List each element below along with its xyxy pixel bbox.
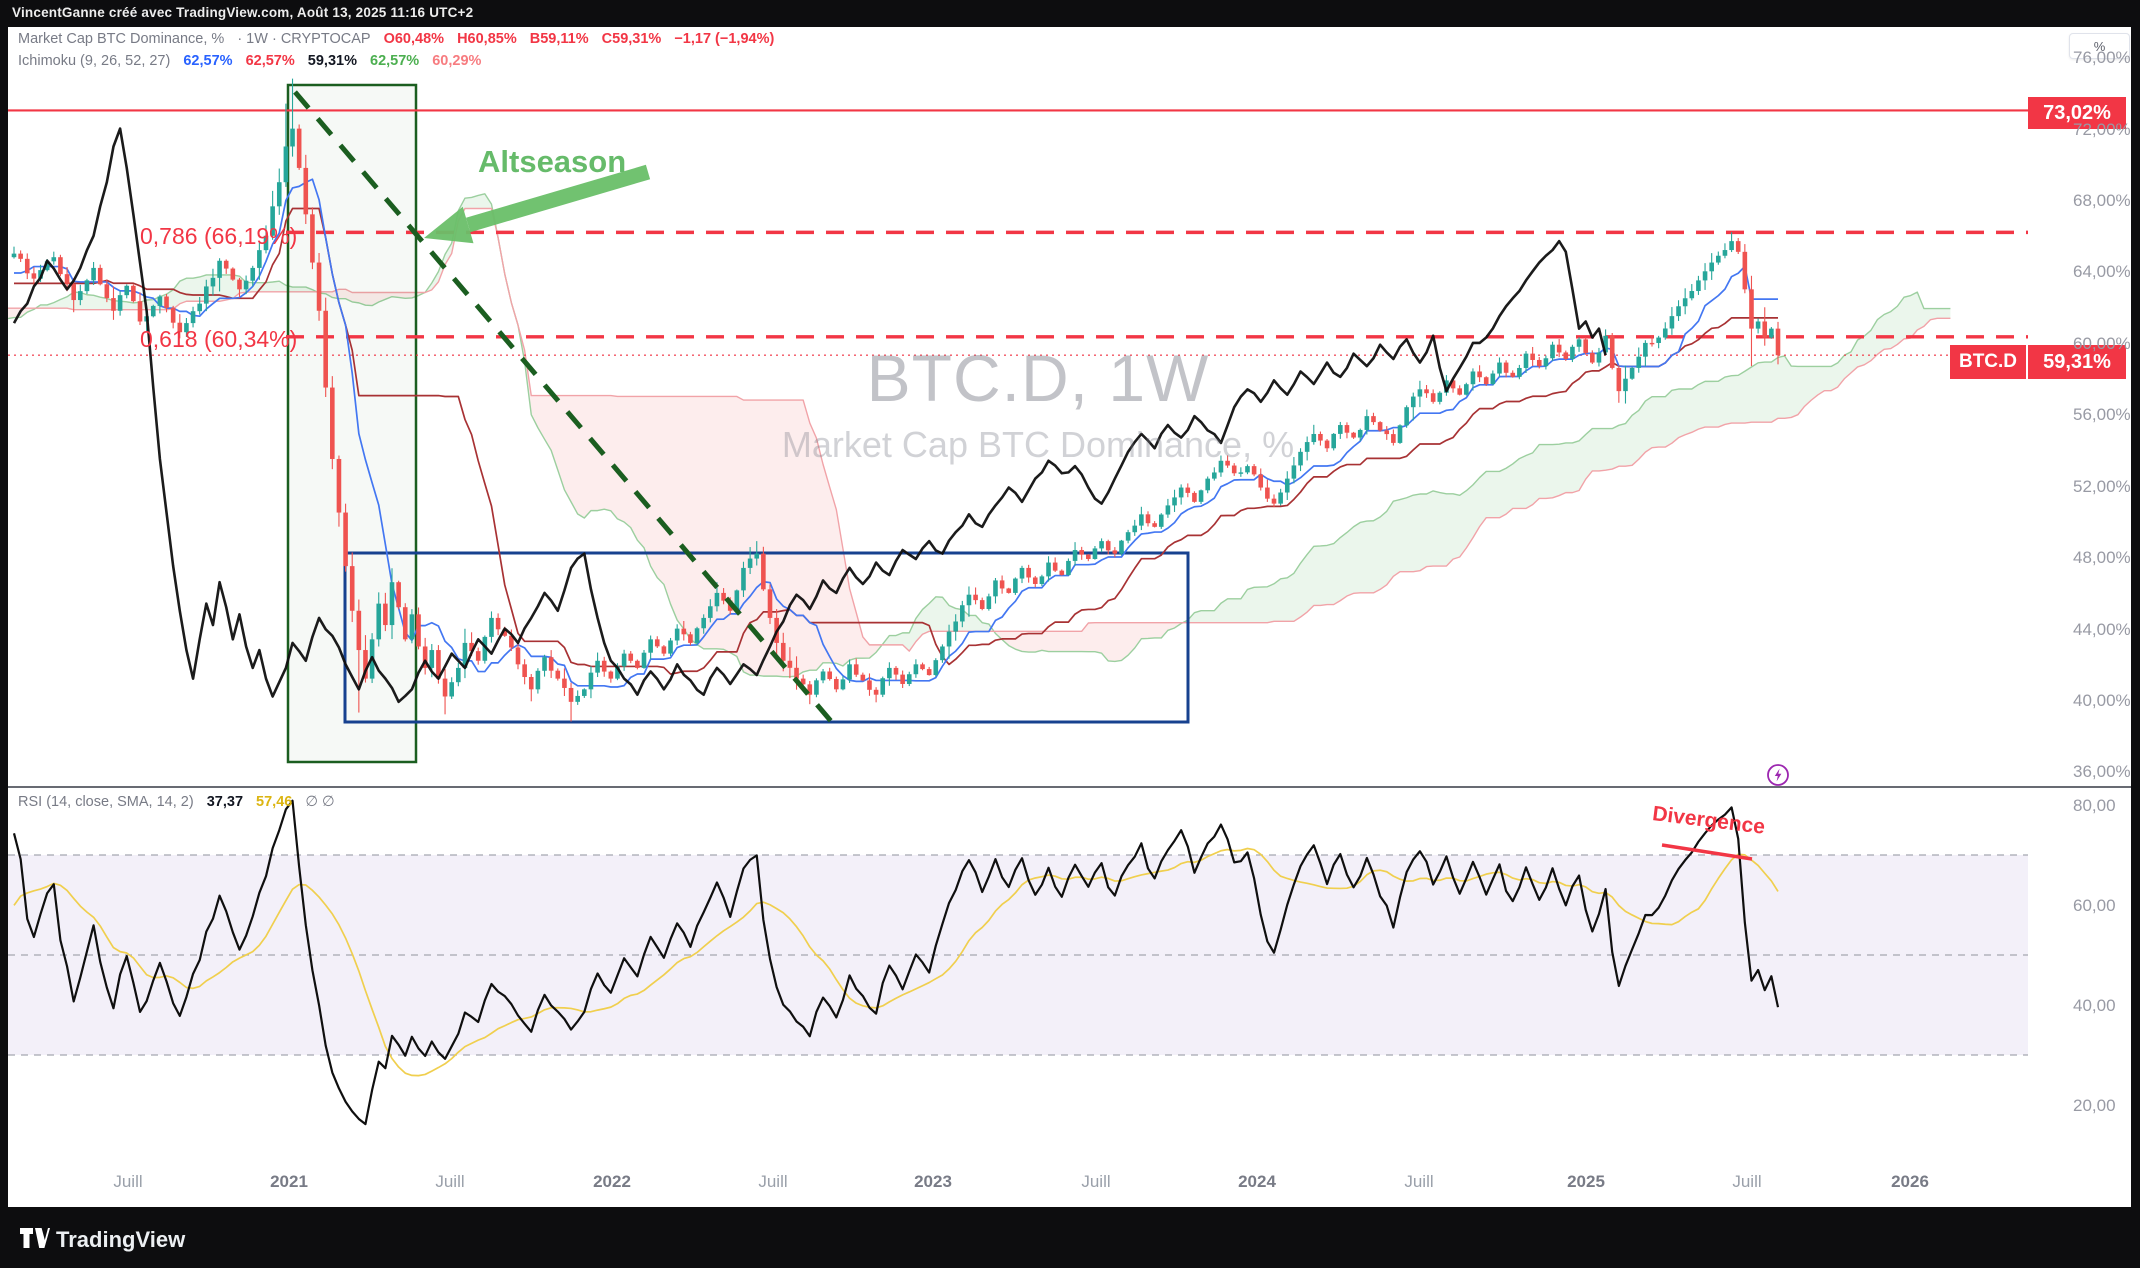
time-tick: 2025	[1567, 1172, 1605, 1191]
symbol-meta: · 1W · CRYPTOCAP	[237, 31, 371, 47]
rsi-sma-value: 57,46	[256, 794, 293, 810]
rsi-legend-row[interactable]: RSI (14, close, SMA, 14, 2) 37,37 57,46 …	[18, 794, 344, 810]
price-tick: 44,00%	[2073, 619, 2131, 639]
footer-bar: TradingView	[0, 1207, 2140, 1268]
lightning-icon[interactable]	[1766, 763, 1790, 787]
altseason-annotation[interactable]: Altseason	[478, 144, 627, 179]
time-tick: 2024	[1238, 1172, 1276, 1191]
resistance-price-value: 73,02%	[2043, 101, 2111, 124]
attribution-bar: VincentGanne créé avec TradingView.com, …	[0, 0, 2140, 27]
ohlc-high: H60,85%	[457, 31, 517, 47]
price-tick: 48,00%	[2073, 548, 2131, 568]
time-tick: 2022	[593, 1172, 631, 1191]
time-tick: Juill	[1081, 1172, 1111, 1191]
percent-scale-label: %	[2093, 38, 2106, 54]
price-tick: 36,00%	[2073, 762, 2131, 782]
chart-area[interactable]	[8, 27, 2131, 1207]
symbol-legend-row[interactable]: Market Cap BTC Dominance, % · 1W · CRYPT…	[18, 31, 783, 47]
ichimoku-base-value: 62,57%	[245, 53, 295, 69]
symbol-title: Market Cap BTC Dominance, %	[18, 31, 225, 47]
time-tick: Juill	[1732, 1172, 1762, 1191]
ichimoku-legend-row[interactable]: Ichimoku (9, 26, 52, 27) 62,57% 62,57% 5…	[18, 53, 490, 69]
price-tick: 72,00%	[2073, 119, 2131, 139]
rsi-tick: 60,00	[2073, 896, 2116, 915]
last-price-badge: 59,31%	[2028, 345, 2126, 379]
time-tick: 2021	[270, 1172, 308, 1191]
price-tick: 64,00%	[2073, 262, 2131, 282]
last-price-value: 59,31%	[2043, 350, 2111, 373]
percent-scale-button[interactable]: %	[2069, 33, 2130, 59]
ichimoku-lead2-value: 60,29%	[432, 53, 482, 69]
price-tick: 76,00%	[2073, 48, 2131, 68]
time-tick: Juill	[758, 1172, 788, 1191]
resistance-price-badge: 73,02%	[2028, 97, 2126, 129]
time-tick: 2023	[914, 1172, 952, 1191]
symbol-badge-label: BTC.D	[1958, 351, 2018, 372]
price-tick: 40,00%	[2073, 691, 2131, 711]
fib-level-618-label[interactable]: 0,618 (60,34%)	[140, 326, 298, 352]
rsi-tick: 80,00	[2073, 796, 2116, 815]
tradingview-logo-icon[interactable]	[20, 1228, 50, 1255]
price-tick: 52,00%	[2073, 476, 2131, 496]
symbol-price-badge: BTC.D	[1950, 345, 2026, 379]
rsi-tick: 40,00	[2073, 996, 2116, 1015]
price-tick: 68,00%	[2073, 191, 2131, 211]
time-tick: Juill	[1404, 1172, 1434, 1191]
ichimoku-conversion-value: 62,57%	[183, 53, 233, 69]
attribution-text: VincentGanne créé avec TradingView.com, …	[12, 5, 474, 20]
rsi-title: RSI (14, close, SMA, 14, 2)	[18, 794, 194, 810]
ohlc-change: −1,17 (−1,94%)	[674, 31, 775, 47]
rsi-value: 37,37	[206, 794, 244, 810]
price-tick: 56,00%	[2073, 405, 2131, 425]
ichimoku-lead1-value: 62,57%	[370, 53, 420, 69]
ohlc-low: B59,11%	[529, 31, 589, 47]
rsi-extra-values: ∅ ∅	[305, 794, 335, 810]
rsi-tick: 20,00	[2073, 1096, 2116, 1115]
ichimoku-title: Ichimoku (9, 26, 52, 27)	[18, 53, 171, 69]
ohlc-close: C59,31%	[601, 31, 662, 47]
tradingview-brand[interactable]: TradingView	[56, 1227, 186, 1252]
fib-level-786-label[interactable]: 0,786 (66,19%)	[140, 223, 298, 249]
ichimoku-lagging-value: 59,31%	[307, 53, 357, 69]
ohlc-open: O60,48%	[383, 31, 445, 47]
time-tick: 2026	[1891, 1172, 1929, 1191]
time-tick: Juill	[113, 1172, 143, 1191]
price-tick: 60,00%	[2073, 333, 2131, 353]
time-tick: Juill	[435, 1172, 465, 1191]
